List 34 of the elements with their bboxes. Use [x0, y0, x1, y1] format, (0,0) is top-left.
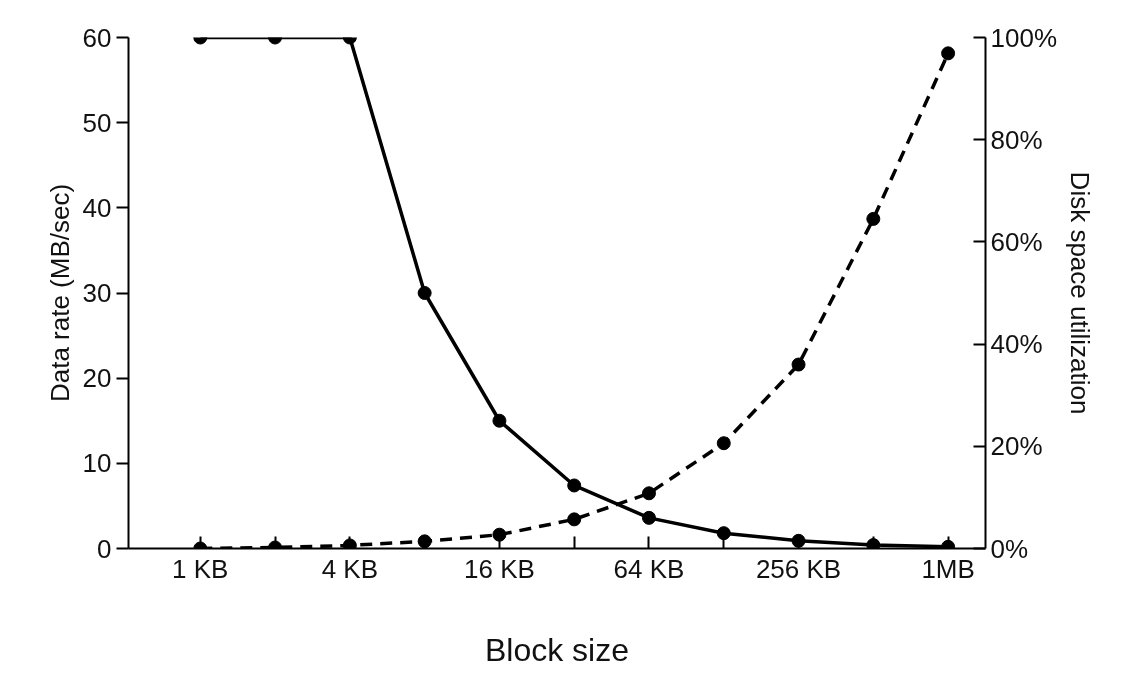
x-axis-title: Block size [484, 631, 630, 668]
y2-axis-title: Disk space utilization [1065, 171, 1095, 415]
point [417, 286, 432, 300]
y-tick-label: 30 [82, 278, 112, 308]
y-tick-label: 0 [97, 533, 112, 564]
y-axis-title: Data rate (MB/sec) [44, 183, 75, 403]
point [641, 486, 656, 501]
point [567, 478, 582, 493]
y-tick-label: 60 [82, 22, 112, 53]
y2-tick-label: 40% [990, 329, 1043, 360]
point [641, 510, 656, 525]
y-tick-label: 20 [82, 363, 112, 394]
x-tick-label: 64 KB [613, 553, 685, 584]
y2-tick-label: 0% [990, 533, 1029, 564]
y-tick-label: 50 [82, 107, 112, 138]
point [791, 357, 806, 372]
y2-tick-label: 80% [990, 124, 1043, 155]
y2-tick-label: 60% [990, 226, 1043, 257]
y2-tick-label: 20% [990, 431, 1043, 462]
x-tick-label: 4 KB [321, 553, 379, 584]
y-tick-label: 40 [82, 192, 112, 223]
point [492, 527, 507, 542]
x-tick-label: 256 KB [755, 553, 842, 584]
point [716, 526, 731, 541]
point [716, 436, 731, 451]
point [941, 46, 956, 61]
y-tick-label: 10 [82, 448, 112, 479]
point [866, 211, 881, 226]
x-tick-label: 1MB [921, 553, 975, 584]
y2-tick-label: 100% [990, 22, 1057, 53]
x-tick-label: 16 KB [464, 553, 535, 584]
point [492, 413, 507, 428]
point [567, 512, 582, 527]
x-tick-label: 1 KB [172, 553, 229, 584]
